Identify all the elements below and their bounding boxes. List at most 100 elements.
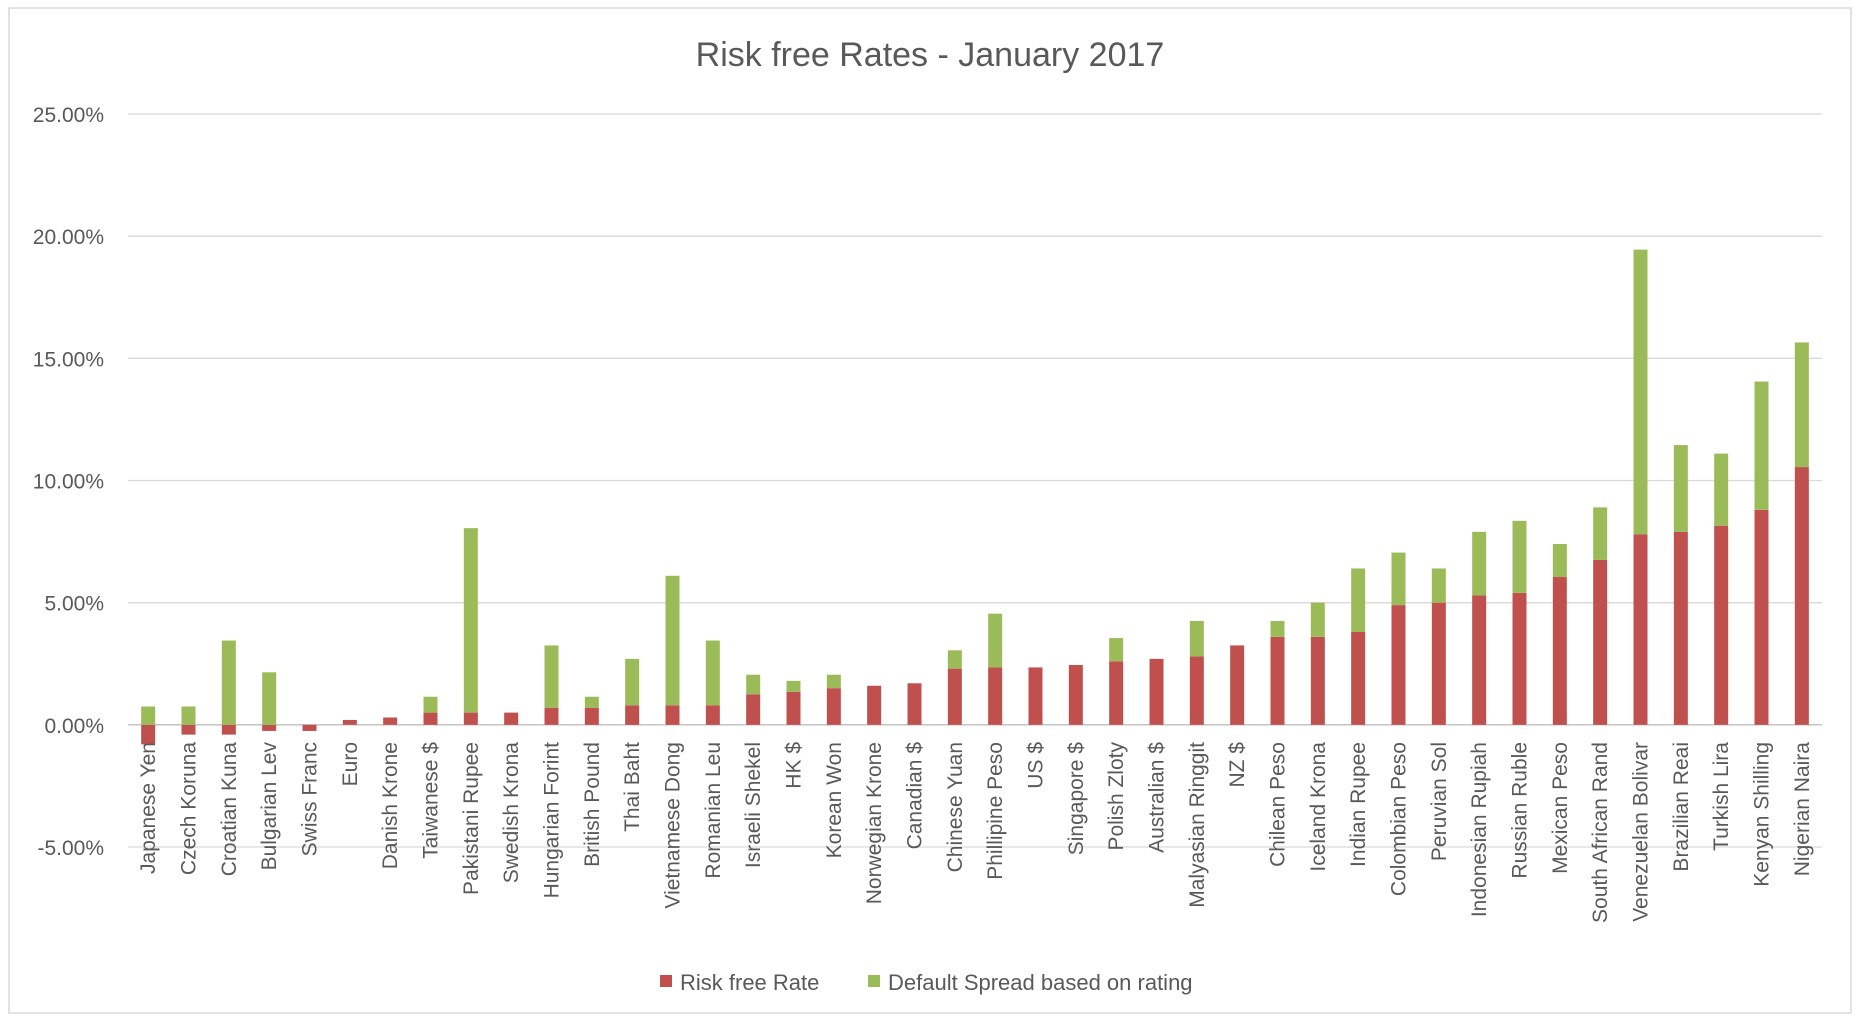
bar-default-spread [1552,544,1567,578]
x-tick-label: Australian $ [1146,742,1169,853]
bar-risk-free-rate [1109,661,1124,725]
x-tick-label: Indonesian Rupiah [1468,742,1491,917]
x-tick-label: Singapore $ [1065,742,1088,856]
bar-risk-free-rate [1270,636,1285,725]
x-tick-label: Iceland Krona [1307,742,1330,872]
bar-default-spread [463,528,478,713]
bar-risk-free-rate [463,712,478,725]
bar-risk-free-rate [262,724,277,731]
bar-default-spread [786,680,801,692]
bar-default-spread [1714,453,1729,526]
bar-risk-free-rate [705,705,720,725]
bar-risk-free-rate [584,707,599,725]
x-tick-label: Phillipine Peso [984,742,1007,880]
bar-risk-free-rate [1230,645,1245,725]
bar-risk-free-rate [1512,592,1527,725]
bar-risk-free-rate [786,691,801,725]
x-tick-label: US $ [1025,742,1048,789]
bar-default-spread [947,650,962,669]
bar-risk-free-rate [544,707,559,725]
bar-risk-free-rate [625,705,640,725]
legend-label-default-spread: Default Spread based on rating [888,970,1193,995]
x-tick-label: Mexican Peso [1549,742,1572,874]
bar-default-spread [988,613,1003,668]
bar-default-spread [544,645,559,708]
bar-risk-free-rate [423,712,438,725]
bar-risk-free-rate [1028,667,1043,725]
bar-default-spread [584,696,599,708]
x-tick-label: Brazilian Reai [1670,742,1693,872]
x-tick-label: Hungarian Forint [541,742,564,899]
bar-risk-free-rate [1714,525,1729,725]
x-tick-label: Canadian $ [904,742,927,850]
x-tick-label: Norwegian Krone [863,742,886,904]
bar-risk-free-rate [826,688,841,725]
bar-default-spread [262,672,277,725]
bar-default-spread [1593,507,1608,560]
y-tick-label: 0.00% [44,715,104,738]
x-tick-label: Peruvian Sol [1428,742,1451,861]
bar-default-spread [1270,620,1285,637]
bar-default-spread [625,658,640,706]
gridlines [128,113,1822,848]
x-axis-labels: Japanese Yen Czech Koruna Croatian Kuna Bul… [137,742,1814,923]
bar-risk-free-rate [383,717,398,725]
x-tick-label: Malyasian Ringgit [1186,742,1209,908]
bar-risk-free-rate [1391,605,1406,725]
y-tick-label: 15.00% [33,348,104,371]
x-tick-label: Croatian Kuna [218,742,241,877]
bar-risk-free-rate [1552,577,1567,725]
bar-risk-free-rate [302,724,317,731]
x-tick-label: Euro [339,742,362,786]
bar-default-spread [181,706,196,725]
x-tick-label: Danish Krone [379,742,402,869]
bar-default-spread [1794,342,1809,468]
x-tick-label: Chilean Peso [1267,742,1290,867]
bar-risk-free-rate [1431,602,1446,725]
bar-risk-free-rate [665,705,680,725]
bar-default-spread [1633,249,1648,535]
y-tick-label: -5.00% [37,837,104,860]
x-tick-label: Polish Zloty [1105,742,1128,851]
x-tick-label: Japanese Yen [137,742,160,874]
x-tick-label: Nigerian Naira [1791,742,1814,877]
bar-default-spread [746,674,761,695]
x-tick-label: Czech Koruna [178,742,201,875]
y-tick-label: 10.00% [33,471,104,494]
legend-swatch-default-spread [868,975,880,987]
x-tick-label: NZ $ [1226,742,1249,788]
bar-risk-free-rate [342,719,357,725]
bar-default-spread [665,575,680,706]
bar-risk-free-rate [1673,531,1688,725]
chart-border [8,7,1852,1014]
x-tick-label: Kenyan Shilling [1751,742,1774,887]
bar-risk-free-rate [1068,664,1083,725]
bar-default-spread [826,674,841,689]
x-tick-label: Colombian Peso [1388,742,1411,896]
bar-default-spread [1391,552,1406,606]
x-tick-label: Swiss Franc [299,742,322,856]
y-tick-label: 25.00% [33,104,104,127]
x-tick-label: Chinese Yuan [944,742,967,872]
x-tick-label: Taiwanese $ [420,742,443,859]
bar-default-spread [1310,602,1325,637]
bars [141,249,1809,745]
bar-default-spread [1512,520,1527,593]
x-tick-label: Indian Rupee [1347,742,1370,867]
bar-default-spread [705,640,720,706]
legend-label-risk-free-rate: Risk free Rate [680,970,819,995]
bar-risk-free-rate [1351,631,1366,725]
bar-risk-free-rate [1149,658,1164,725]
bar-risk-free-rate [181,724,196,735]
bar-default-spread [423,696,438,713]
bar-default-spread [1472,531,1487,596]
x-tick-label: HK $ [783,742,806,789]
bar-default-spread [1431,568,1446,603]
y-axis-ticks: 25.00% 20.00% 15.00% 10.00% 5.00% 0.00% -5.00% [33,104,104,860]
x-tick-label: Bulgarian Lev [258,742,281,871]
chart-title: Risk free Rates - January 2017 [696,36,1165,74]
legend: Risk free Rate Default Spread based on ra… [660,970,1193,995]
bar-default-spread [141,706,156,725]
